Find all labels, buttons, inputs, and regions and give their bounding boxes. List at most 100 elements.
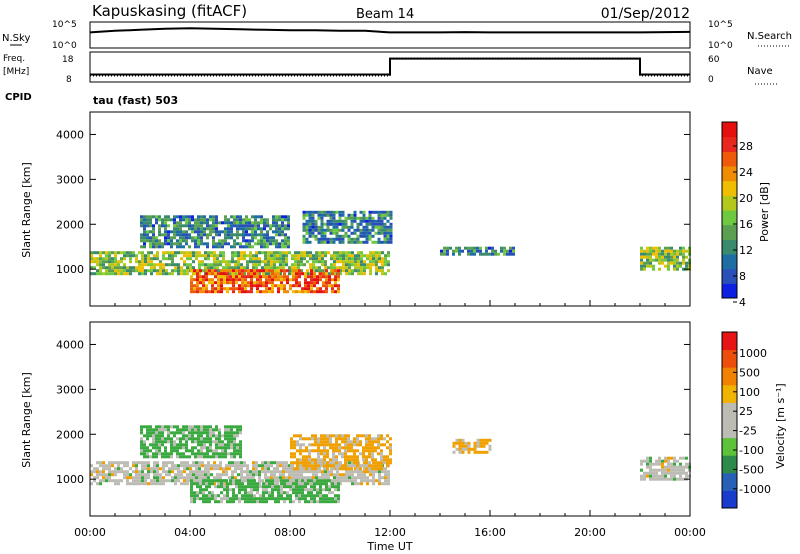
power-cell <box>282 254 285 258</box>
power-cell <box>203 230 206 234</box>
power-cell <box>186 269 189 273</box>
power-cell <box>220 275 223 279</box>
power-cell <box>167 239 170 243</box>
velocity-cell <box>673 477 676 481</box>
velocity-region <box>140 425 242 459</box>
power-cell <box>263 221 266 225</box>
power-cell <box>278 233 281 237</box>
power-cell <box>274 284 277 288</box>
velocity-cell <box>135 467 138 471</box>
power-cell <box>670 249 673 253</box>
velocity-cell <box>264 482 267 486</box>
power-cell <box>667 258 670 262</box>
power-cell <box>330 263 333 267</box>
power-cell <box>440 249 443 253</box>
velocity-cell <box>253 482 256 486</box>
velocity-cell <box>218 443 221 447</box>
power-cell <box>237 251 240 255</box>
power-cell <box>294 266 297 270</box>
velocity-cell <box>313 494 316 498</box>
power-cell <box>236 215 239 219</box>
velocity-cell <box>317 455 320 459</box>
power-cell <box>203 227 206 231</box>
power-cell <box>212 227 215 231</box>
power-cell <box>304 284 307 288</box>
power-cell <box>308 216 312 220</box>
power-cell <box>338 219 342 223</box>
velocity-cell <box>670 465 673 469</box>
power-cell <box>153 257 156 261</box>
power-cell <box>235 281 238 285</box>
velocity-cell <box>267 461 270 465</box>
velocity-cell <box>282 461 285 465</box>
velocity-cell <box>325 479 328 483</box>
velocity-cell <box>168 470 171 474</box>
velocity-cell <box>293 455 296 459</box>
velocity-cell <box>226 500 229 504</box>
power-cell <box>335 222 339 226</box>
velocity-cell <box>229 488 232 492</box>
velocity-cell <box>200 434 203 438</box>
power-cell <box>506 249 509 253</box>
velocity-cell <box>273 461 276 465</box>
power-cell <box>183 272 186 276</box>
velocity-cell <box>250 497 253 501</box>
power-cell <box>643 255 646 259</box>
power-cell <box>685 264 688 268</box>
velocity-cell <box>658 456 661 460</box>
power-cell <box>658 246 661 250</box>
power-cell <box>243 266 246 270</box>
power-cell <box>265 284 268 288</box>
velocity-cell <box>235 497 238 501</box>
velocity-cell <box>322 494 325 498</box>
power-cell <box>200 224 203 228</box>
power-cell <box>284 227 287 231</box>
power-cell <box>652 252 655 256</box>
power-cell <box>294 254 297 258</box>
power-cell <box>245 239 248 243</box>
velocity-cell <box>123 476 126 480</box>
power-cell <box>670 255 673 259</box>
velocity-cell <box>176 446 179 450</box>
power-cell <box>384 257 387 261</box>
velocity-cell <box>198 473 201 477</box>
power-cell <box>260 239 263 243</box>
velocity-cell <box>252 467 255 471</box>
velocity-cell <box>338 449 341 453</box>
power-cell <box>260 230 263 234</box>
power-cell <box>234 272 237 276</box>
power-cell <box>256 275 259 279</box>
velocity-cell <box>452 444 456 448</box>
power-cell <box>279 263 282 267</box>
velocity-cell <box>336 467 339 471</box>
velocity-cell <box>158 437 161 441</box>
power-cell <box>196 284 199 288</box>
power-cell <box>310 281 313 285</box>
power-region <box>190 269 340 294</box>
velocity-cell <box>233 455 236 459</box>
velocity-cell <box>197 428 200 432</box>
power-cell <box>165 263 168 267</box>
power-cell <box>114 257 117 261</box>
power-cell <box>93 272 96 276</box>
power-cell <box>295 281 298 285</box>
power-cell <box>305 210 309 214</box>
velocity-cell <box>667 465 670 469</box>
power-cell <box>307 275 310 279</box>
velocity-cell <box>297 473 300 477</box>
power-cell <box>334 278 337 282</box>
power-cell <box>359 210 363 214</box>
power-cell <box>286 290 289 294</box>
velocity-cell <box>476 444 480 448</box>
power-cell <box>93 266 96 270</box>
velocity-cell <box>264 470 267 474</box>
power-cell <box>150 260 153 264</box>
velocity-cell <box>143 425 146 429</box>
power-cell <box>212 239 215 243</box>
velocity-cell <box>221 446 224 450</box>
velocity-cell <box>317 446 320 450</box>
power-cell <box>297 251 300 255</box>
power-cell <box>214 269 217 273</box>
power-cell <box>224 221 227 225</box>
